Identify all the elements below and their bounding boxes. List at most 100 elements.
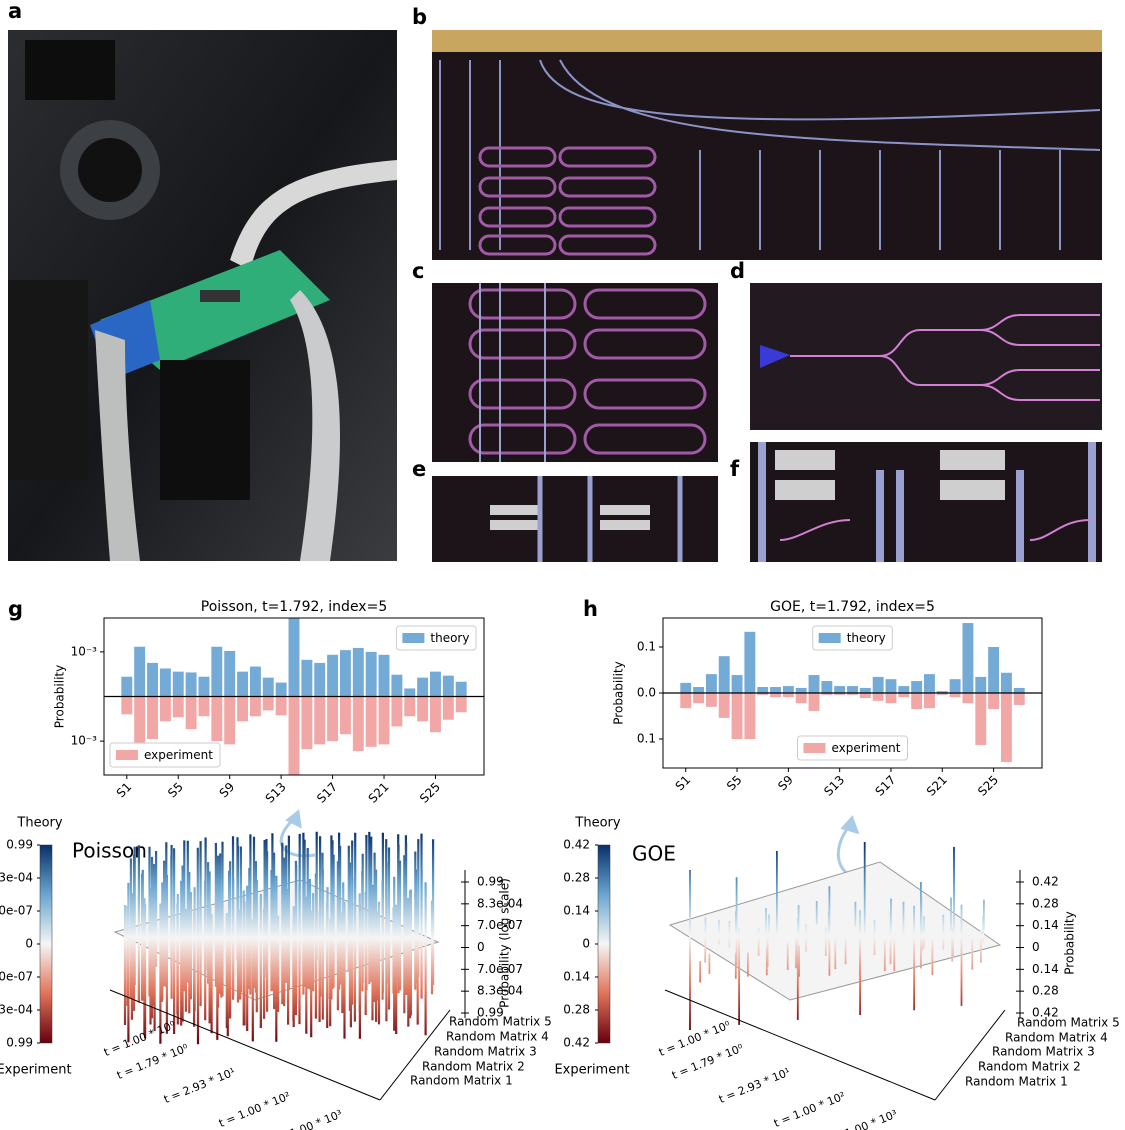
z-axis-label: Probability (log scale) [498, 878, 512, 1008]
legend-swatch [402, 633, 424, 643]
micrograph-c [432, 283, 718, 462]
colorbar-label: 8.3e-04 [0, 871, 33, 885]
bar [379, 697, 390, 745]
colorbar-label: 0.42 [563, 1036, 590, 1050]
bar [719, 656, 730, 693]
y-axis-label: Probability [612, 661, 626, 724]
panel-label: g [8, 597, 23, 621]
bar [693, 687, 704, 693]
bar [911, 693, 922, 709]
bar [134, 647, 145, 697]
z-tick-label: 0 [1032, 940, 1040, 954]
y-axis-label: Random Matrix 2 [978, 1060, 1081, 1074]
bar [301, 660, 312, 697]
bar [404, 688, 415, 696]
surface-texture [125, 832, 433, 1045]
bar [289, 614, 300, 697]
colorbar-label: 8.3e-04 [0, 1003, 33, 1017]
legend-swatch [819, 633, 841, 643]
x-tick-label: S13 [821, 773, 847, 799]
z-tick-label: 0.28 [1032, 984, 1059, 998]
y-axis-label: Random Matrix 1 [410, 1074, 513, 1088]
bar [430, 697, 441, 733]
bar [211, 697, 222, 742]
bar [301, 697, 312, 750]
colorbar-label: 0.28 [563, 1003, 590, 1017]
bar [1001, 673, 1012, 693]
legend-label: theory [847, 631, 886, 645]
bar [1014, 693, 1025, 705]
y-tick-label: 10⁻³ [71, 734, 98, 748]
bar [1001, 693, 1012, 762]
colorbar-label: 0.14 [563, 904, 590, 918]
bar [404, 697, 415, 717]
micrograph-f [750, 442, 1102, 562]
bar [314, 663, 325, 697]
bar [988, 693, 999, 709]
bar [443, 676, 454, 697]
photo-setup [8, 30, 397, 561]
bar [443, 697, 454, 720]
colorbar-label: 0 [25, 937, 33, 951]
bar [263, 697, 274, 711]
z-tick-label: 0.42 [1032, 875, 1059, 889]
y-tick-label: 0.0 [637, 686, 656, 700]
x-axis-label: t = 1.00 * 10³ [824, 1108, 899, 1130]
y-axis-label: Random Matrix 5 [1017, 1016, 1120, 1030]
panel-label: f [730, 457, 740, 481]
bar [340, 650, 351, 696]
panel-label: a [8, 0, 22, 23]
bar [680, 693, 691, 708]
bar [391, 675, 402, 697]
bar [975, 677, 986, 693]
z-axis-label: Probability [1063, 911, 1077, 974]
x-axis-label: t = 2.93 * 10¹ [717, 1066, 792, 1106]
page: abcdefghPoisson, t=1.792, index=5Probabi… [0, 0, 1125, 1130]
bar [706, 693, 717, 707]
bar [456, 697, 467, 713]
bar [250, 697, 261, 717]
z-tick-label: 0.14 [1032, 962, 1059, 976]
bar [417, 678, 428, 697]
bar [847, 686, 858, 693]
panel-label: e [412, 457, 426, 481]
x-tick-label: S17 [872, 773, 898, 799]
y-axis-label: Random Matrix 2 [422, 1060, 525, 1074]
bar [366, 652, 377, 697]
bar [744, 632, 755, 693]
colorbar [598, 845, 610, 1043]
bar [391, 697, 402, 727]
bar [796, 688, 807, 693]
x-tick-label: S5 [165, 780, 186, 801]
x-tick-label: S17 [314, 780, 340, 806]
bar [732, 675, 743, 693]
figure: abcdefghPoisson, t=1.792, index=5Probabi… [0, 0, 1125, 1130]
colorbar-title: Experiment [0, 1063, 72, 1078]
bar [237, 697, 248, 722]
x-tick-label: S9 [775, 773, 796, 794]
x-axis-label: t = 1.00 * 10² [772, 1090, 847, 1130]
colorbar-label: 0.99 [6, 1036, 33, 1050]
colorbar-label: 0.42 [563, 838, 590, 852]
bar [430, 672, 441, 697]
bar [924, 674, 935, 693]
bar [783, 686, 794, 693]
x-tick-label: S9 [217, 780, 238, 801]
colorbar-title: Theory [574, 816, 620, 831]
bar [276, 697, 287, 716]
surface-title: GOE [632, 842, 676, 866]
bar [783, 693, 794, 697]
bar [1014, 688, 1025, 693]
bar [962, 693, 973, 703]
bar [770, 693, 781, 697]
bar [379, 655, 390, 697]
bar [975, 693, 986, 745]
x-tick-label: S25 [975, 773, 1001, 799]
bar [199, 697, 210, 717]
colorbar-label: 7.0e-07 [0, 904, 33, 918]
bar [950, 693, 961, 697]
y-tick-label: 0.1 [637, 732, 656, 746]
legend-label: experiment [832, 741, 901, 755]
chart-title: Poisson, t=1.792, index=5 [201, 599, 387, 615]
bar [121, 697, 132, 715]
